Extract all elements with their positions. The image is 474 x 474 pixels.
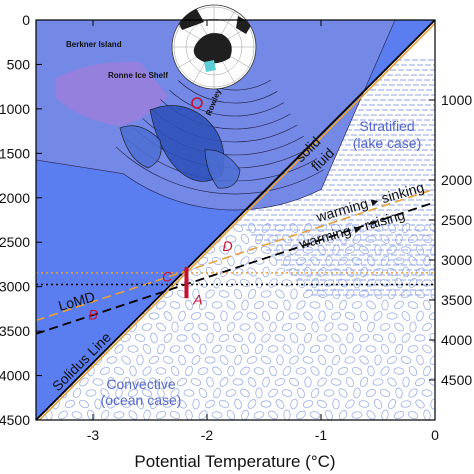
- point-b: B: [88, 307, 97, 323]
- point-a: A: [192, 291, 202, 307]
- map-label-berkner: Berkner Island: [66, 40, 122, 49]
- y-left-tick-label: 4500: [0, 412, 30, 428]
- y-left-tick-label: 3500: [0, 323, 30, 339]
- y-right-tick-label: 3000: [441, 252, 472, 268]
- x-tick-label: -1: [315, 427, 328, 443]
- y-right-tick-label: 2500: [441, 212, 472, 228]
- series-solidus-offset: [38, 22, 435, 420]
- x-axis: -3 -2 -1 0: [87, 20, 439, 443]
- series-layer: [36, 20, 435, 420]
- y-left-tick-label: 1000: [0, 101, 30, 117]
- map-label-ronne: Ronne Ice Shelf: [108, 71, 168, 80]
- y-axis-right: 1000 2000 2500 3000 3500 4000 4500: [429, 92, 472, 388]
- map-shelf: [56, 61, 168, 126]
- y-right-tick-label: 2000: [441, 172, 472, 188]
- label-stratified: Stratified: [359, 118, 414, 134]
- series-lomd: [36, 201, 435, 335]
- y-left-tick-label: 2000: [0, 190, 30, 206]
- y-axis-left: 0 500 1000 1500 2000 2500 3000 3500 4000 4500: [0, 12, 42, 428]
- y-right-tick-label: 4000: [441, 332, 472, 348]
- y-left-tick-label: 4000: [0, 368, 30, 384]
- y-right-tick-label: 1000: [441, 92, 472, 108]
- y-left-tick-label: 0: [22, 12, 30, 28]
- x-axis-title: Potential Temperature (°C): [134, 452, 335, 471]
- y-left-tick-label: 1500: [0, 145, 30, 161]
- series-solidus: [36, 20, 435, 420]
- point-d: D: [222, 238, 232, 254]
- label-ocean-case: (ocean case): [101, 392, 182, 408]
- inset-map: Berkner Island Ronne Ice Shelf Rowley La…: [35, 19, 396, 211]
- globe-land: [174, 8, 252, 72]
- globe-inset: [171, 4, 257, 90]
- x-tick-label: 0: [431, 427, 439, 443]
- y-left-tick-label: 500: [7, 56, 31, 72]
- label-lake-case: (lake case): [353, 135, 421, 151]
- y-left-tick-label: 2500: [0, 234, 30, 250]
- y-left-tick-label: 3000: [0, 279, 30, 295]
- x-tick-label: -3: [87, 427, 100, 443]
- series-lomd-offset: [36, 188, 435, 322]
- x-tick-label: -2: [201, 427, 214, 443]
- map-land: [119, 105, 241, 189]
- marker-layer: A B C D: [88, 238, 232, 322]
- y-right-tick-label: 3500: [441, 292, 472, 308]
- lake-marker-icon: [191, 97, 203, 109]
- point-c: C: [162, 268, 173, 284]
- label-convective: Convective: [106, 376, 175, 392]
- y-right-tick-label: 4500: [441, 372, 472, 388]
